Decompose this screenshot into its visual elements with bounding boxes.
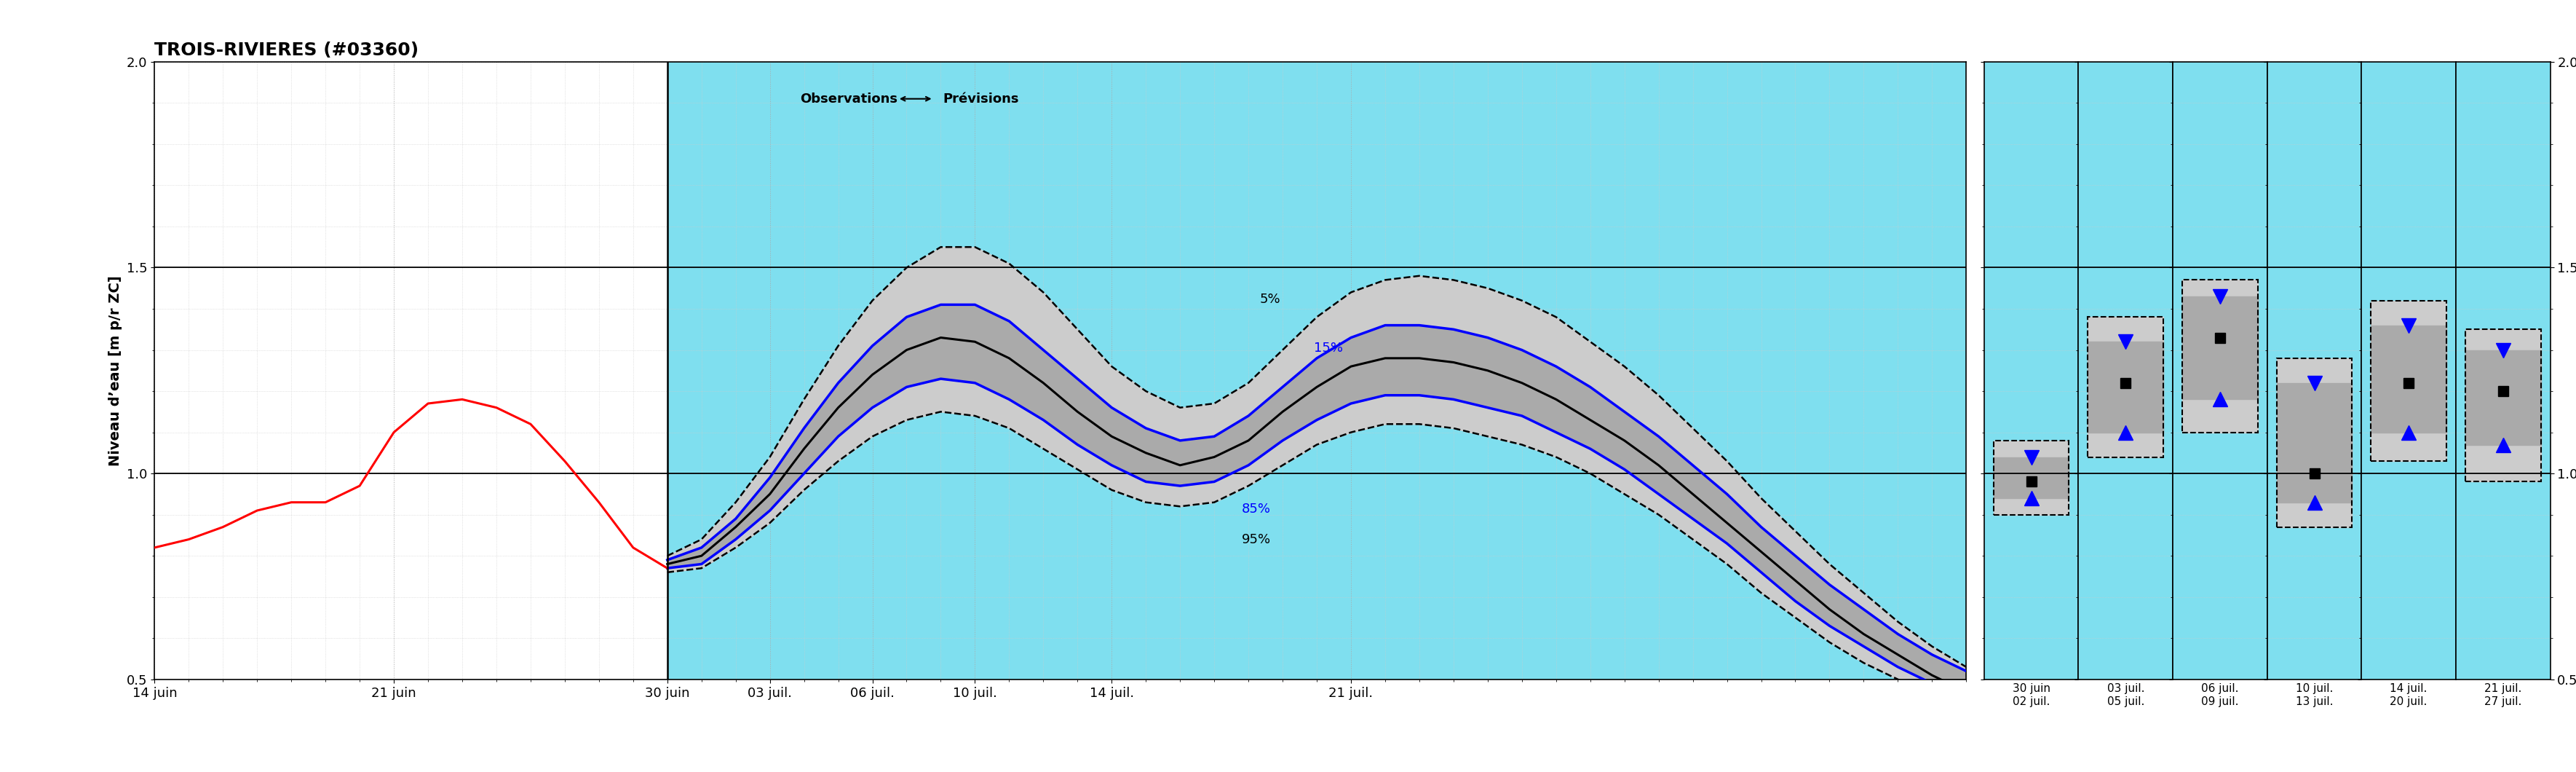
Bar (2089, 317, 2164, 457)
Text: TROIS-RIVIERES (#03360): TROIS-RIVIERES (#03360) (155, 42, 420, 59)
Y-axis label: Niveau d’eau [m p/r ZC]: Niveau d’eau [m p/r ZC] (108, 276, 124, 466)
Bar (2182, 280, 2257, 432)
Bar (2370, 300, 2447, 461)
Bar (1994, 441, 2069, 515)
Text: 95%: 95% (1242, 533, 1270, 547)
Text: 15%: 15% (1314, 342, 1342, 355)
Text: Observations: Observations (799, 93, 896, 105)
Text: Prévisions: Prévisions (943, 93, 1018, 105)
Bar (2465, 330, 2540, 482)
Bar (2277, 358, 2352, 527)
X-axis label: 21 juil.
27 juil.: 21 juil. 27 juil. (2483, 683, 2522, 707)
X-axis label: 06 juil.
09 juil.: 06 juil. 09 juil. (2202, 683, 2239, 707)
X-axis label: 14 juil.
20 juil.: 14 juil. 20 juil. (2391, 683, 2427, 707)
Bar (667, 62, 1965, 679)
Text: 5%: 5% (1260, 293, 1280, 306)
X-axis label: 30 juin
02 juil.: 30 juin 02 juil. (2012, 683, 2050, 707)
X-axis label: 03 juil.
05 juil.: 03 juil. 05 juil. (2107, 683, 2143, 707)
Text: 85%: 85% (1242, 503, 1270, 516)
X-axis label: 10 juil.
13 juil.: 10 juil. 13 juil. (2295, 683, 2334, 707)
